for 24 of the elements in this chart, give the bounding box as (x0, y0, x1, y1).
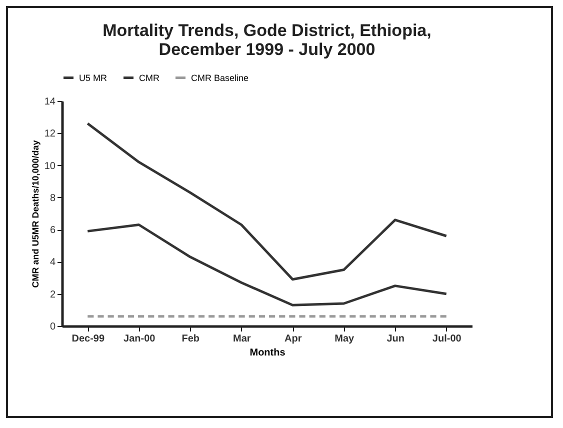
legend-label: CMR (139, 72, 160, 83)
x-tick-label: Mar (232, 334, 251, 344)
y-tick-label: 8 (50, 192, 56, 204)
y-tick-label: 10 (44, 160, 56, 172)
y-tick-label: 6 (50, 225, 56, 236)
y-tick-label: 0 (50, 322, 56, 332)
legend-label: U5 MR (79, 72, 108, 83)
x-tick-label: Feb (182, 334, 200, 344)
x-tick-label: Jan-00 (124, 334, 156, 344)
y-tick-label: 4 (50, 257, 56, 268)
y-tick-label: 12 (44, 128, 56, 140)
y-tick-label: 14 (44, 96, 56, 108)
line-series (86, 122, 448, 281)
x-axis-title: Months (250, 348, 286, 358)
legend-label: CMR Baseline (191, 72, 249, 83)
x-tick-label: Jun (386, 334, 405, 344)
x-tick-label: Dec-99 (72, 334, 105, 344)
chart-title: Mortality Trends, Gode District, Ethiopia, December 1999 - July 2000 (102, 21, 432, 59)
y-axis-title: CMR and U5MR Deaths/10,000/day (30, 140, 40, 288)
x-tick-label: May (334, 334, 355, 344)
line-series (86, 224, 448, 306)
x-tick-label: Jul-00 (432, 334, 462, 344)
y-tick-label: 2 (50, 289, 56, 300)
x-tick-label: Apr (284, 334, 302, 344)
